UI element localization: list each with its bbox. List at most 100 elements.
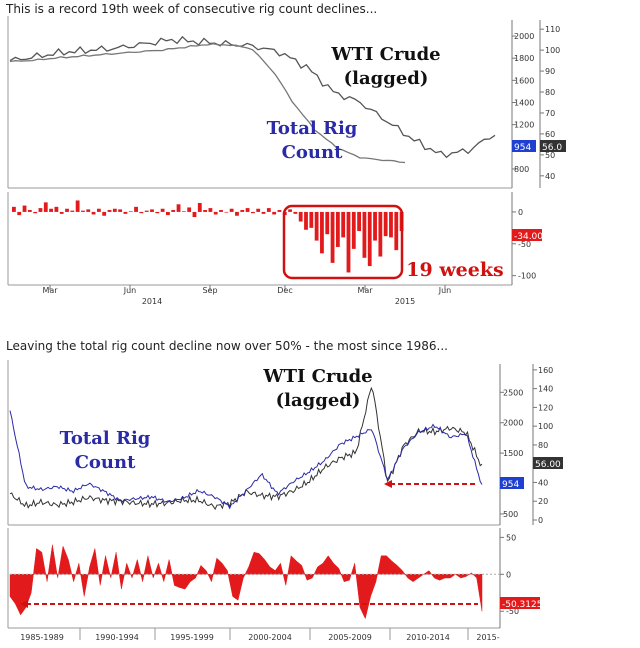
chart3-wti-label-lagged: (lagged): [276, 390, 361, 411]
chart2-x-tick-label: Jun: [438, 286, 452, 295]
chart2-x-tick-label: Dec: [277, 286, 292, 295]
chart2-bar: [112, 208, 117, 212]
chart2-bar: [320, 211, 324, 254]
chart2-bar: [134, 206, 138, 212]
chart1-series-rig: [9, 43, 406, 164]
chart2-x-tick-label: Mar: [357, 286, 373, 295]
chart1-right-tick-label: 50: [545, 151, 555, 160]
chart2-bar: [288, 209, 292, 212]
chart2-bar: [203, 210, 207, 212]
chart2-bar: [166, 211, 170, 216]
chart3-left-tick-label: 2500: [503, 388, 523, 397]
chart2-bar: [394, 211, 399, 251]
chart3-left-tick-label: 2000: [503, 419, 523, 428]
chart2-value-tag-bg: [512, 229, 542, 241]
chart3-rig-tag-text: 954: [502, 480, 519, 490]
chart2-right-tick-label: -100: [518, 272, 536, 281]
chart2-right-tick-label: -50: [518, 240, 531, 249]
chart2-bar: [81, 210, 85, 212]
chart2-bar: [96, 208, 101, 212]
chart2-bar: [208, 208, 213, 212]
chart4-axis-ticks: 50 0 -50-50.3125: [500, 533, 542, 616]
chart1-wti-label: WTI Crude: [330, 44, 440, 65]
chart3-rig-label: Total Rig: [60, 428, 151, 449]
chart2-bar: [277, 210, 282, 212]
chart2-bar: [245, 208, 250, 212]
chart2-x-tick-label: Mar: [42, 286, 58, 295]
chart4-x-tick-label: 1995-1999: [170, 633, 214, 642]
chart2-bar: [192, 211, 197, 218]
chart3-right-tick-label: 120: [538, 403, 553, 412]
chart2-bar: [219, 210, 223, 212]
chart2-bar: [128, 211, 133, 212]
chart3-rig-label-count: Count: [75, 452, 137, 473]
chart2-bar: [91, 211, 96, 215]
chart2-bar: [335, 211, 340, 247]
chart1-rig-tag: 954: [512, 140, 536, 153]
chart2-bar: [181, 211, 186, 212]
chart1-rig-tag-bg: [512, 140, 536, 152]
chart1-rig-label-count: Count: [282, 142, 344, 163]
chart1-left-tick-label: 1800: [514, 54, 534, 63]
chart4-x-tick-label: 1990-1994: [95, 633, 139, 642]
chart1-right-tick-label: 100: [545, 46, 560, 55]
chart3-wti-label: WTI Crude: [262, 366, 372, 387]
chart1-wti-tag-bg: [540, 140, 566, 152]
chart2-bar: [383, 211, 388, 237]
chart2-bars: [12, 200, 404, 273]
chart2-bar: [298, 211, 303, 222]
chart2-bar: [59, 211, 64, 214]
chart4-value-tag-bg: [500, 597, 540, 609]
chart2-bar: [357, 211, 362, 232]
chart2-bar: [373, 211, 377, 241]
chart2-right-tick-label: 0: [518, 208, 523, 217]
chart4-x-tick-label: 2000-2004: [248, 633, 292, 642]
chart2-bar: [75, 200, 80, 212]
chart2-bar: [118, 209, 123, 212]
chart4-arrow-head: [20, 600, 28, 608]
chart2-bar: [325, 211, 330, 235]
chart2-bar: [378, 211, 383, 257]
chart2-bar: [86, 209, 91, 212]
chart2-bar: [261, 211, 266, 214]
chart3-right-tick-label: 100: [538, 422, 553, 431]
chart2-bar: [235, 211, 239, 216]
chart2-bar: [70, 210, 75, 212]
chart1-right-tick-label: 60: [545, 130, 555, 139]
chart4-x-tick-label: 2005-2009: [328, 633, 372, 642]
chart1-right-tick-label: 80: [545, 88, 555, 97]
chart4-area: [9, 544, 500, 620]
chart1-right-tick-label: 110: [545, 25, 560, 34]
chart2-bar: [65, 208, 69, 212]
chart2-x-tick-label: Jun: [123, 286, 137, 295]
chart1-left-tick-label: 2000: [514, 32, 534, 41]
chart2-bar: [346, 211, 351, 273]
chart4-right-tick-label: 50: [506, 533, 516, 542]
chart3-rig-tag: 954: [500, 477, 524, 490]
chart2-bar: [160, 208, 165, 212]
chart2-bar: [330, 211, 335, 263]
chart2-bar: [362, 211, 367, 258]
chart1-plot: [9, 35, 496, 164]
chart2-19-weeks-label: 19 weeks: [406, 259, 503, 281]
chart2-bar: [54, 206, 59, 212]
chart2-year-2015: 2015: [395, 297, 415, 306]
chart4-right-tick-label: -50: [506, 607, 519, 616]
chart4-x-axis: 1985-1989 1990-1994 1995-1999 2000-2004 2005…: [20, 628, 500, 642]
chart1-right-tick-label: 90: [545, 67, 555, 76]
chart3-right-tick-label: 0: [538, 516, 543, 525]
chart1-left-tick-label: 800: [514, 165, 529, 174]
chart2-bar: [266, 208, 271, 212]
chart2-bar: [224, 211, 229, 213]
chart2-bar: [27, 210, 32, 212]
chart3-right-tick-label: 160: [538, 366, 553, 375]
chart2-bar: [256, 208, 261, 212]
chart3-right-tick-label: 40: [538, 478, 548, 487]
chart1-rig-label: Total Rig: [267, 118, 358, 139]
chart4-value-tag-text: -50.3125: [502, 600, 542, 610]
chart1-wti-tag: 56.0: [540, 140, 566, 153]
chart2-bar: [102, 211, 107, 216]
chart1-right-tick-label: 40: [545, 172, 555, 181]
chart3-left-tick-label: 500: [503, 510, 518, 519]
